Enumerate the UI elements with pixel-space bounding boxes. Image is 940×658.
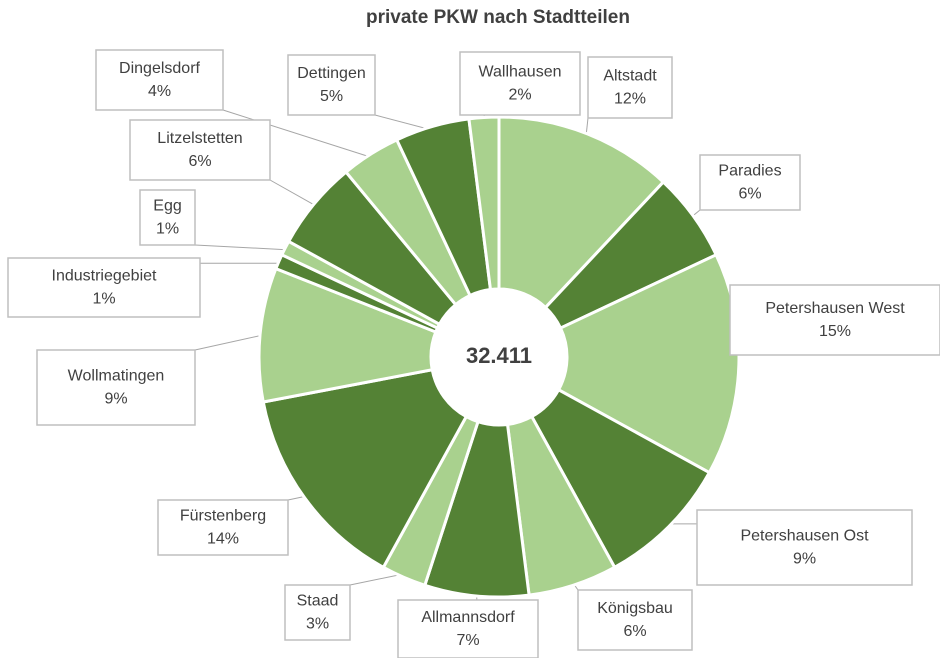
slice-label: Petershausen Ost xyxy=(740,528,869,545)
slice-value-label: 14% xyxy=(207,531,239,548)
label-box xyxy=(699,154,801,211)
slice-label: Fürstenberg xyxy=(180,508,266,525)
label-box xyxy=(95,49,224,111)
slice-value-label: 4% xyxy=(148,83,171,100)
slice-label: Wallhausen xyxy=(478,64,561,81)
slice xyxy=(261,367,469,570)
leader-line xyxy=(222,109,373,159)
label-box xyxy=(36,349,196,426)
slice xyxy=(497,115,666,310)
slice-value-label: 7% xyxy=(456,632,479,649)
slice xyxy=(257,266,438,404)
label-box xyxy=(157,499,289,556)
slice-value-label: 3% xyxy=(306,616,329,633)
labels: Altstadt 12% Paradies 6% Petershausen West 15… xyxy=(7,49,940,658)
label-box xyxy=(139,189,196,246)
label-box xyxy=(397,599,539,658)
slice-label: Dingelsdorf xyxy=(119,60,200,77)
leader-line xyxy=(194,244,289,251)
slice-value-label: 12% xyxy=(614,91,646,108)
label-box xyxy=(459,51,581,116)
slice-label: Industriegebiet xyxy=(52,268,158,285)
slice xyxy=(529,387,712,570)
label-box xyxy=(729,284,940,356)
slice-value-label: 5% xyxy=(320,88,343,105)
slice-value-label: 9% xyxy=(104,391,127,408)
slice-label: Litzelstetten xyxy=(157,130,242,147)
slice-label: Egg xyxy=(153,198,181,215)
slice-value-label: 1% xyxy=(92,291,115,308)
slice-label: Altstadt xyxy=(603,68,657,85)
slice xyxy=(467,115,501,292)
label-box xyxy=(284,584,351,641)
label-box xyxy=(587,56,673,119)
slice-label: Wollmatingen xyxy=(68,368,165,385)
slice-label: Petershausen West xyxy=(765,300,905,317)
slice-label: Staad xyxy=(297,593,339,610)
center-label: 32.411 xyxy=(466,343,532,368)
slice-value-label: 6% xyxy=(623,623,646,640)
slice-value-label: 15% xyxy=(819,323,851,340)
slice-label: Allmannsdorf xyxy=(421,609,515,626)
slice-value-label: 9% xyxy=(793,551,816,568)
slices xyxy=(257,115,741,599)
leader-line xyxy=(269,179,318,208)
label-box xyxy=(577,589,693,651)
slice-label: Königsbau xyxy=(597,600,673,617)
slice-label: Paradies xyxy=(718,163,781,180)
slice-value-label: 2% xyxy=(508,87,531,104)
leader-line xyxy=(194,334,265,351)
label-box xyxy=(287,54,376,116)
chart-title: private PKW nach Stadtteilen xyxy=(366,7,630,28)
label-box xyxy=(7,257,201,318)
slice-label: Dettingen xyxy=(297,65,366,82)
slice-value-label: 6% xyxy=(188,153,211,170)
label-box xyxy=(129,119,271,181)
label-box xyxy=(696,509,913,586)
leader-line xyxy=(349,573,406,586)
slice-value-label: 1% xyxy=(156,221,179,238)
slice-value-label: 6% xyxy=(738,186,761,203)
